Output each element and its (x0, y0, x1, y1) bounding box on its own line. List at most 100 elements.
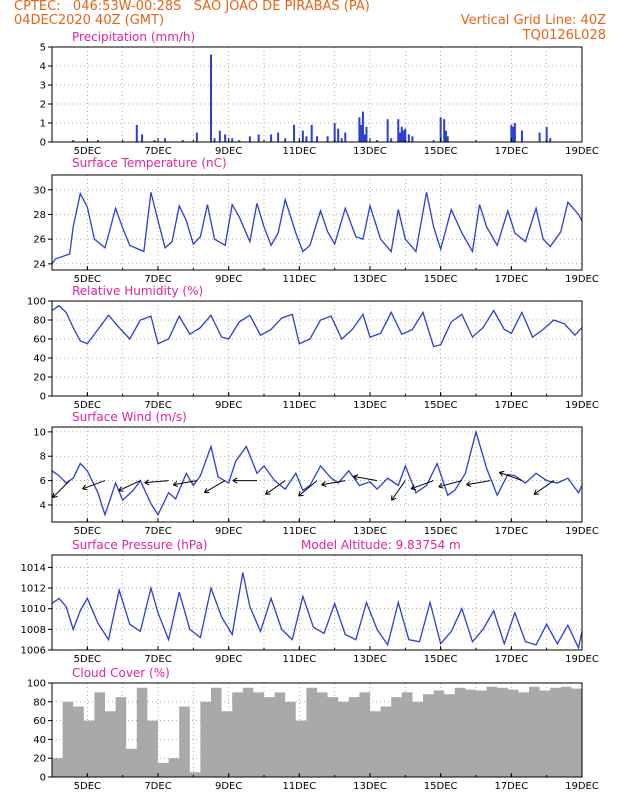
wind-arrow-head (410, 484, 415, 490)
cloud-x-tick-label: 19DEC (565, 781, 599, 792)
precip-x-tick-label: 15DEC (424, 146, 458, 157)
precip-y-tick-label: 1 (40, 119, 46, 130)
rh-x-tick-label: 7DEC (144, 400, 171, 411)
pres-x-tick-label: 13DEC (353, 654, 387, 665)
temp-frame (51, 174, 583, 271)
rh-x-tick-label: 5DEC (74, 400, 101, 411)
model-altitude: Model Altitude: 9.83754 m (301, 538, 461, 552)
precip-bar (164, 138, 167, 142)
pres-x-tick-label: 19DEC (565, 654, 599, 665)
precip-bar (316, 136, 318, 142)
precip-bar (326, 136, 329, 142)
precip-bar (96, 140, 99, 142)
precip-bar (257, 134, 260, 142)
precip-x-tick-label: 7DEC (144, 146, 171, 157)
pres-x-tick-label: 5DEC (74, 654, 101, 665)
pres-x-tick-label: 17DEC (494, 654, 528, 665)
precip-y-tick-label: 0 (40, 138, 46, 149)
precip-x-tick-label: 17DEC (494, 146, 528, 157)
temp-x-tick-label: 13DEC (353, 274, 387, 285)
temp-x-tick-label: 9DEC (215, 274, 242, 285)
precip-y-tick-label: 5 (40, 43, 46, 54)
temp-x-tick-label: 11DEC (282, 274, 316, 285)
wind-arrow-head (232, 477, 238, 482)
precip-bar (439, 117, 442, 142)
pres-y-tick-label: 1010 (21, 604, 46, 615)
wind-arrow-head (391, 497, 397, 501)
wind-arrow-head (144, 479, 150, 484)
precip-bar (310, 124, 313, 142)
cloud-chart: Cloud Cover (%) 0 20 40 60 80 100 5DEC 7DEC 9DEC 1… (27, 666, 599, 792)
precip-bar (402, 130, 405, 142)
wind-arrow (298, 480, 318, 497)
wind-arrow-head (466, 481, 471, 486)
wind-line (51, 429, 583, 517)
temp-chart: Surface Temperature (nC) 24 26 28 30 5DEC 7DEC… (33, 156, 599, 285)
wind-arrow-head (321, 481, 326, 486)
precip-bar (400, 126, 403, 142)
wind-arrow-head (172, 481, 178, 486)
wind-arrow (410, 480, 434, 490)
precip-bar (213, 138, 216, 142)
cloud-y-tick-label: 40 (33, 735, 46, 746)
header-vertical-grid: Vertical Grid Line: 40Z (460, 13, 606, 28)
precip-bar (270, 134, 273, 142)
precip-y-tick-label: 3 (40, 81, 46, 92)
wind-arrow (204, 480, 226, 494)
cloud-x-tick-label: 5DEC (74, 781, 101, 792)
temp-x-tick-label: 19DEC (565, 274, 599, 285)
precip-bar (153, 140, 156, 142)
precip-bar (363, 134, 366, 142)
precip-bar (293, 124, 296, 142)
wind-arrow-head (52, 495, 58, 499)
precip-x-tick-label: 5DEC (74, 146, 101, 157)
wind-arrow (533, 480, 555, 495)
wind-arrow-head (410, 488, 417, 491)
pres-y-tick-label: 1006 (21, 646, 46, 657)
wind-x-tick-label: 5DEC (74, 526, 101, 537)
wind-arrow-head (173, 484, 179, 488)
pres-title: Surface Pressure (hPa) (72, 538, 208, 552)
wind-y-tick-label: 8 (40, 452, 46, 463)
pres-y-tick-label: 1014 (21, 563, 46, 574)
temp-x-tick-label: 7DEC (144, 274, 171, 285)
precip-bar (545, 126, 548, 142)
wind-arrow-head (438, 482, 443, 488)
temp-title: Surface Temperature (nC) (72, 156, 227, 170)
wind-x-tick-label: 7DEC (144, 526, 171, 537)
wind-y-tick-label: 4 (40, 500, 46, 511)
rh-y-tick-label: 80 (33, 316, 46, 327)
temp-x-tick-label: 17DEC (494, 274, 528, 285)
precip-y-tick-label: 2 (40, 100, 46, 111)
wind-arrow (173, 480, 197, 486)
cloud-cover-area (52, 686, 582, 777)
rh-title: Relative Humidity (%) (72, 284, 203, 298)
precip-bar (376, 140, 379, 142)
wind-arrow-head (353, 474, 359, 477)
pres-x-tick-label: 7DEC (144, 654, 171, 665)
rh-x-tick-label: 19DEC (565, 400, 599, 411)
precip-bar (231, 138, 234, 142)
precip-bar (444, 130, 447, 142)
pres-chart: Surface Pressure (hPa) 1006 1008 1010 1012 10… (21, 538, 599, 665)
wind-x-tick-label: 9DEC (215, 526, 242, 537)
cloud-y-tick-label: 80 (33, 697, 46, 708)
rh-frame (51, 300, 583, 397)
wind-x-tick-label: 13DEC (353, 526, 387, 537)
wind-frame (51, 426, 583, 523)
wind-arrow-head (203, 487, 208, 493)
wind-arrow-head (82, 488, 88, 491)
pres-x-tick-label: 15DEC (424, 654, 458, 665)
cloud-frame (51, 682, 583, 778)
wind-arrow (118, 480, 141, 492)
wind-arrow (499, 471, 523, 482)
wind-arrow (265, 480, 286, 495)
rh-x-tick-label: 11DEC (282, 400, 316, 411)
cloud-x-tick-label: 15DEC (424, 781, 458, 792)
precip-x-tick-label: 9DEC (215, 146, 242, 157)
wind-arrow (52, 480, 71, 498)
wind-arrow-head (533, 489, 537, 495)
cloud-y-tick-label: 0 (40, 773, 46, 784)
wind-y-tick-label: 10 (33, 427, 46, 438)
wind-arrow-head (438, 486, 444, 489)
